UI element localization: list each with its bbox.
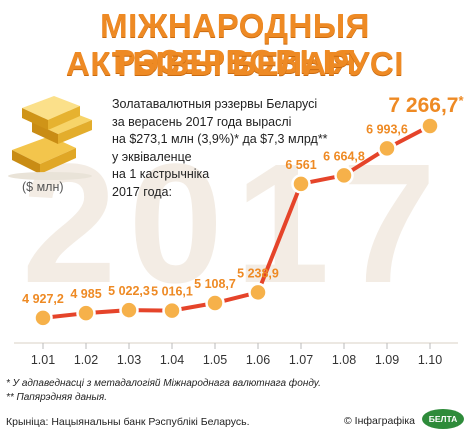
data-point <box>162 300 182 321</box>
x-tick-label: 1.01 <box>31 353 55 367</box>
data-label: 4 927,2 <box>22 292 64 306</box>
data-point <box>33 308 53 328</box>
data-label: 6 993,6 <box>366 122 408 136</box>
intro-line: у эквіваленце <box>112 149 192 164</box>
x-tick-label: 1.06 <box>246 353 270 367</box>
intro-line: 2017 года: <box>112 184 172 199</box>
intro-line: за верасень 2017 года выраслі <box>112 114 292 129</box>
data-label-mark: * <box>459 93 465 108</box>
data-point <box>420 116 440 136</box>
data-label: 6 561 <box>285 158 316 172</box>
data-label: 7 266,7* <box>388 93 464 117</box>
series-line <box>41 123 432 320</box>
chart-marks: 1.01 4 927,2 1.02 4 985 1.03 5 022,3 1.04 5 016… <box>14 93 465 367</box>
data-label: 5 108,7 <box>194 277 236 291</box>
data-point <box>248 282 268 303</box>
x-tick-label: 1.08 <box>332 353 356 367</box>
data-label: 4 985 <box>70 287 101 301</box>
data-point <box>76 303 96 323</box>
intro-line: на $273,1 млн (3,9%)* да $7,3 млрд** <box>112 132 328 146</box>
footnote-2: ** Папярэдняя даныя. <box>6 392 108 403</box>
source-text: Крыніца: Нацыянальны банк Рэспублікі Бел… <box>6 416 250 428</box>
x-tick-label: 1.10 <box>418 353 442 367</box>
x-tick-label: 1.03 <box>117 353 141 367</box>
x-tick-label: 1.09 <box>375 353 399 367</box>
gold-bars-icon <box>8 96 92 180</box>
x-tick-label: 1.04 <box>160 353 184 367</box>
intro-line: на 1 кастрычніка <box>112 167 210 181</box>
x-tick-label: 1.05 <box>203 353 227 367</box>
x-tick-label: 1.02 <box>74 353 98 367</box>
data-point <box>119 300 139 320</box>
data-point <box>334 165 354 186</box>
unit-label: ($ млн) <box>22 180 64 194</box>
footnote-1: * У адпаведнасці з метадалогіяй Міжнарод… <box>6 378 321 389</box>
data-label: 5 016,1 <box>151 285 193 299</box>
data-point <box>205 293 225 313</box>
credit-text: © Інфаграфіка <box>344 415 415 427</box>
data-point <box>377 138 397 159</box>
data-label: 5 238,9 <box>237 266 279 280</box>
x-tick-label: 1.07 <box>289 353 313 367</box>
data-label: 6 664,8 <box>323 149 365 163</box>
title-line-2: АКТЫВЫ БЕЛАРУСІ <box>66 45 404 82</box>
title-line-1: МІЖНАРОДНЫЯ РЭЗЕРВОВЫЯ <box>100 7 370 80</box>
belta-logo: БЕЛТА <box>422 409 464 429</box>
intro-line: Золатавалютныя рэзервы Беларусі <box>112 97 318 111</box>
data-label: 5 022,3 <box>108 284 150 298</box>
intro-text: Золатавалютныя рэзервы Беларусі за верас… <box>112 96 402 201</box>
data-point <box>291 174 311 194</box>
